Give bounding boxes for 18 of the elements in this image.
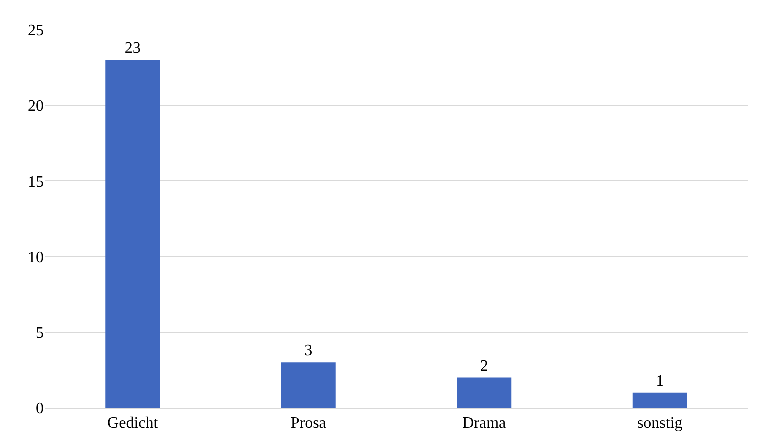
bar <box>281 362 336 408</box>
data-label: 23 <box>124 40 141 58</box>
x-tick-label: Prosa <box>290 415 326 432</box>
data-label: 1 <box>656 372 664 390</box>
bar <box>632 392 688 408</box>
bar <box>106 60 160 408</box>
y-tick-label: 0 <box>36 400 44 418</box>
x-tick-label: Gedicht <box>108 415 159 432</box>
x-tick-label: Drama <box>462 415 506 432</box>
y-tick-label: 10 <box>28 249 44 266</box>
data-label: 3 <box>304 342 313 360</box>
y-tick-label: 25 <box>28 22 44 40</box>
y-tick-label: 5 <box>36 325 44 342</box>
x-tick-label: sonstig <box>637 415 683 432</box>
data-label: 2 <box>480 358 488 375</box>
bar <box>457 378 512 408</box>
y-tick-label: 15 <box>28 174 44 191</box>
y-tick-label: 20 <box>28 98 44 116</box>
